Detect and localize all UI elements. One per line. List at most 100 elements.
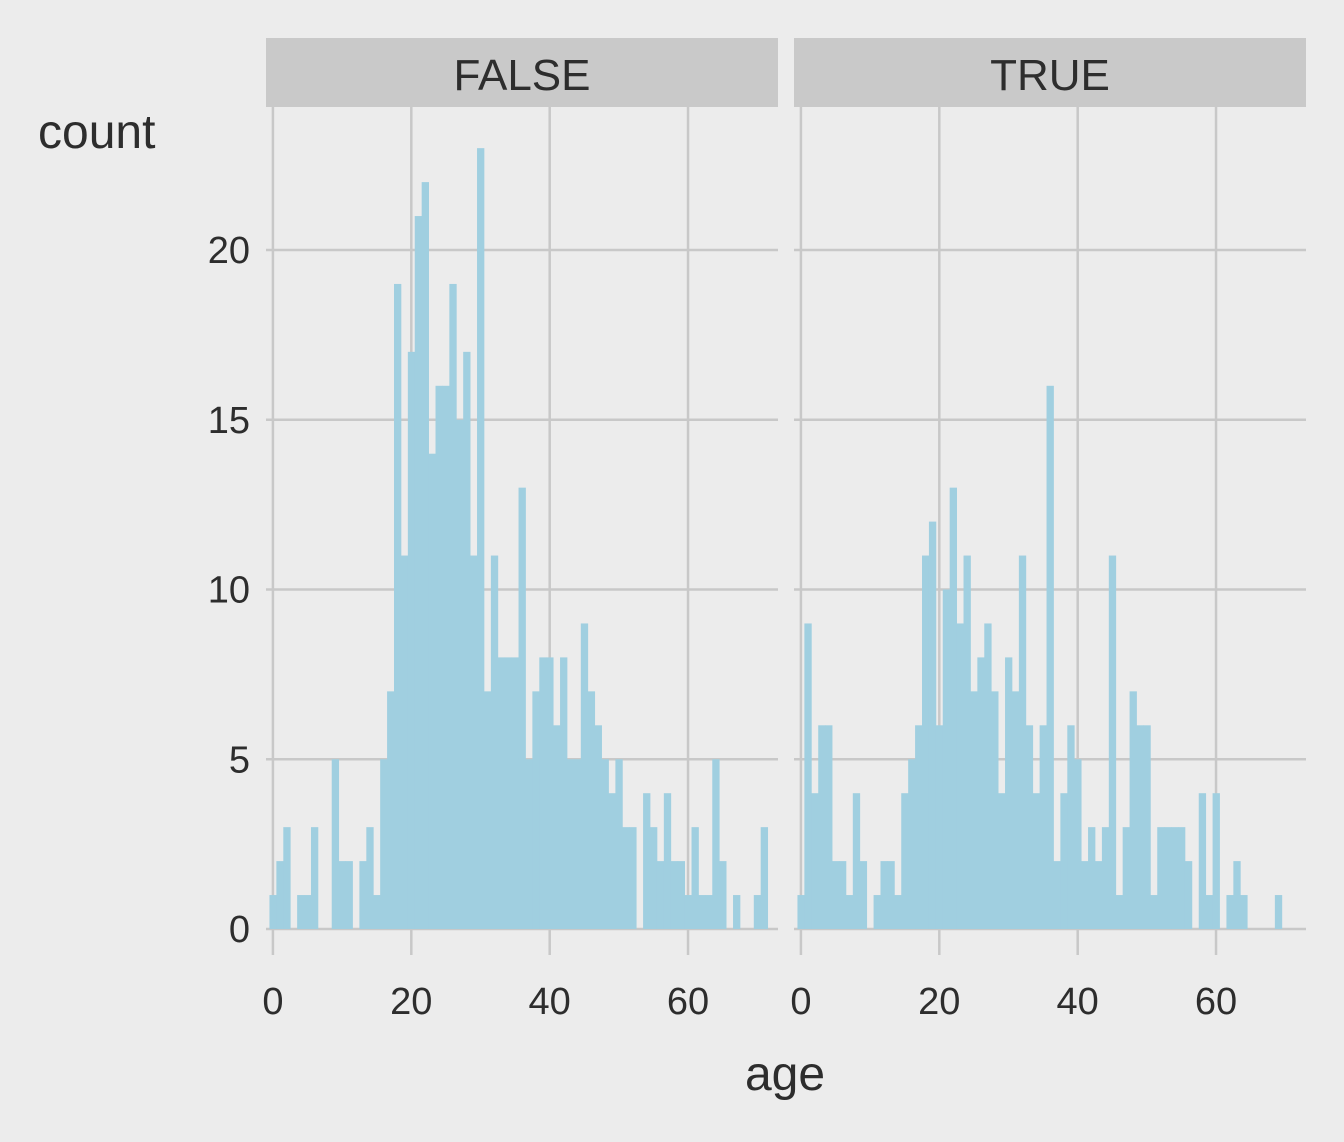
histogram-bar [1101, 827, 1110, 929]
facet-panel-false: FALSE 0 20 40 60 [262, 38, 778, 1023]
histogram-bar [1025, 725, 1034, 929]
histogram-bar [691, 827, 699, 929]
facet-panels: FALSE 0 20 40 60 TRUE 0 20 40 60 [262, 38, 1306, 1023]
histogram-bar [477, 148, 485, 929]
x-tick-label: 40 [529, 981, 571, 1023]
histogram-bar [908, 759, 916, 929]
histogram-bar [991, 691, 999, 929]
histogram-bar [490, 555, 499, 929]
facet-panel-true: TRUE 0 20 40 60 [790, 38, 1306, 1023]
histogram-bar [345, 861, 353, 929]
histogram-bar [935, 725, 944, 929]
histogram-bar [546, 657, 554, 929]
histogram-bar [359, 861, 367, 929]
histogram-bar [684, 895, 692, 929]
histogram-bar [811, 793, 819, 929]
histogram-bar [719, 861, 727, 929]
histogram-bar [518, 487, 526, 929]
y-tick-labels: 0 5 10 15 20 [208, 230, 250, 951]
histogram-bar [304, 895, 312, 929]
y-tick-label: 20 [208, 230, 250, 272]
histogram-bar [1122, 827, 1130, 929]
histogram-bar [760, 827, 769, 929]
histogram-bar [539, 657, 547, 929]
x-tick-label: 20 [918, 981, 960, 1023]
histogram-bar [532, 691, 540, 929]
histogram-bar [797, 895, 805, 929]
histogram-bar [594, 725, 602, 929]
y-axis: count 0 5 10 15 20 [38, 106, 250, 951]
histogram-bar [705, 895, 713, 929]
facet-strip-label: TRUE [990, 51, 1110, 100]
histogram-bar [1226, 895, 1234, 929]
histogram-bar [1060, 793, 1068, 929]
y-axis-title: count [38, 106, 155, 159]
histogram-bar [283, 827, 291, 929]
histogram-bar [1205, 895, 1213, 929]
histogram-bar [922, 555, 930, 929]
histogram-bar [656, 861, 665, 929]
histogram-bar [566, 759, 575, 929]
histogram-bar [435, 385, 443, 929]
histogram-bar [1198, 793, 1207, 929]
histogram-bar [1074, 759, 1082, 929]
histogram-bar [615, 759, 623, 929]
histogram-bar [818, 725, 826, 929]
histogram-bar [483, 691, 492, 929]
histogram-bar [1108, 555, 1117, 929]
histogram-bar [338, 861, 346, 929]
histogram-bar [373, 895, 381, 929]
histogram-bar [852, 793, 861, 929]
histogram-bar [1240, 895, 1248, 929]
y-tick-label: 15 [208, 400, 250, 442]
x-tick-label: 40 [1057, 981, 1099, 1023]
histogram-bar [421, 182, 429, 930]
histogram-bar [366, 827, 374, 929]
histogram-bar [970, 691, 978, 929]
histogram-bar [1136, 725, 1144, 929]
histogram-bar [698, 895, 706, 929]
y-tick-label: 10 [208, 570, 250, 612]
histogram-bar [963, 555, 971, 929]
histogram-bar [998, 793, 1006, 929]
histogram-bar [845, 895, 854, 929]
histogram-bar [956, 623, 964, 929]
histogram-bar [442, 385, 450, 929]
histogram-bar [1032, 793, 1041, 929]
histogram-bar [1184, 861, 1193, 929]
histogram-bar [901, 793, 909, 929]
histogram-bar [456, 419, 464, 929]
histogram-bar [894, 895, 902, 929]
histogram-bar [470, 555, 478, 929]
histogram-bar [859, 861, 868, 929]
histogram-bar [310, 827, 319, 929]
histogram-bar [650, 827, 658, 929]
histogram-bar [1129, 691, 1137, 929]
histogram-bar [269, 895, 277, 929]
histogram-bar [525, 759, 533, 929]
histogram-bar [601, 759, 609, 929]
histogram-bar [1164, 827, 1172, 929]
histogram-bar [984, 623, 992, 929]
histogram-bar [880, 861, 888, 929]
histogram-bar [1005, 657, 1013, 929]
histogram-bar [1143, 725, 1151, 929]
histogram-bar [663, 793, 672, 929]
histogram-bar [804, 623, 812, 929]
histogram-bar [928, 521, 937, 929]
histogram-bar [1088, 827, 1096, 929]
histogram-bar [1233, 861, 1241, 929]
facet-strip [266, 38, 778, 107]
facet-strip [794, 38, 1306, 107]
histogram-bar [1011, 691, 1020, 929]
histogram-bar [580, 623, 589, 929]
facet-strip-label: FALSE [454, 51, 591, 100]
histogram-bar [677, 861, 685, 929]
x-tick-label: 60 [667, 981, 709, 1023]
histogram-bar [400, 555, 409, 929]
histogram-bar [297, 895, 305, 929]
histogram-bar [573, 759, 582, 929]
histogram-bar [838, 861, 847, 929]
histogram-bar [1274, 895, 1283, 929]
